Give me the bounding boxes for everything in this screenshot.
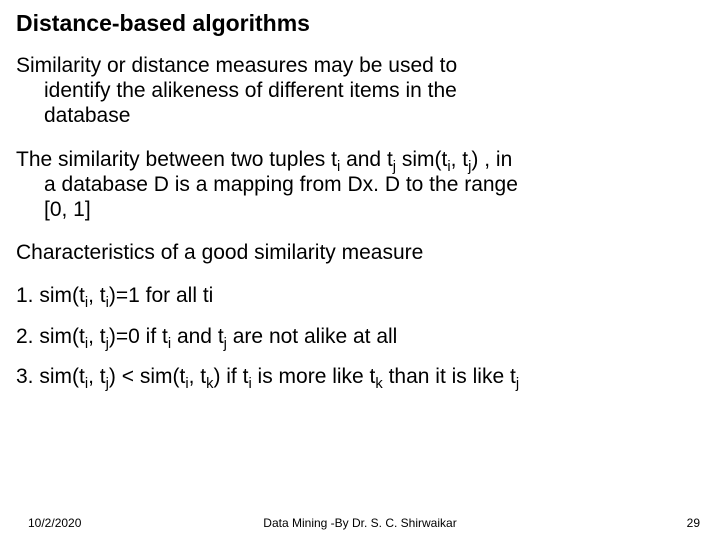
p2-text: The similarity between two tuples t <box>16 148 337 171</box>
footer-date: 10/2/2020 <box>28 516 81 530</box>
p1-l1: Similarity or distance measures may be u… <box>16 54 457 77</box>
slide-footer: 10/2/2020 Data Mining -By Dr. S. C. Shir… <box>0 516 720 530</box>
p2-l2: a database D is a mapping from Dx. D to … <box>44 173 518 196</box>
li2-text: 2. sim(t <box>16 325 85 348</box>
p1-l2: identify the alikeness of different item… <box>44 79 457 102</box>
li3-text: than it is like t <box>383 365 516 388</box>
li3-text: ) < sim(t <box>109 365 185 388</box>
paragraph-2: The similarity between two tuples ti and… <box>16 147 704 223</box>
footer-page-number: 29 <box>687 516 700 530</box>
paragraph-1: Similarity or distance measures may be u… <box>16 53 704 129</box>
sub-j: j <box>516 376 519 392</box>
p2-text: ) , in <box>471 148 512 171</box>
li2-text: )=0 if t <box>109 325 168 348</box>
li3-text: 3. sim(t <box>16 365 85 388</box>
li1-text: , t <box>88 284 106 307</box>
li3-text: , t <box>189 365 207 388</box>
p2-l3: [0, 1] <box>44 198 91 221</box>
list-item-1: 1. sim(ti, ti)=1 for all ti <box>16 283 704 309</box>
p2-text: sim(t <box>396 148 447 171</box>
li1-text: 1. sim(t <box>16 284 85 307</box>
p1-l3: database <box>44 104 130 127</box>
p2-text: , t <box>451 148 469 171</box>
li3-text: , t <box>88 365 106 388</box>
li2-text: are not alike at all <box>227 325 397 348</box>
list-item-3: 3. sim(ti, tj) < sim(ti, tk) if ti is mo… <box>16 364 704 390</box>
li3-text: ) if t <box>213 365 248 388</box>
paragraph-3: Characteristics of a good similarity mea… <box>16 240 704 265</box>
footer-author: Data Mining -By Dr. S. C. Shirwaikar <box>263 516 456 530</box>
sub-k: k <box>375 376 382 392</box>
slide-title: Distance-based algorithms <box>16 10 704 37</box>
li2-text: , t <box>88 325 106 348</box>
list-item-2: 2. sim(ti, tj)=0 if ti and tj are not al… <box>16 324 704 350</box>
li3-text: is more like t <box>252 365 376 388</box>
p2-text: and t <box>340 148 393 171</box>
li2-text: and t <box>171 325 224 348</box>
li1-text: )=1 for all ti <box>109 284 213 307</box>
